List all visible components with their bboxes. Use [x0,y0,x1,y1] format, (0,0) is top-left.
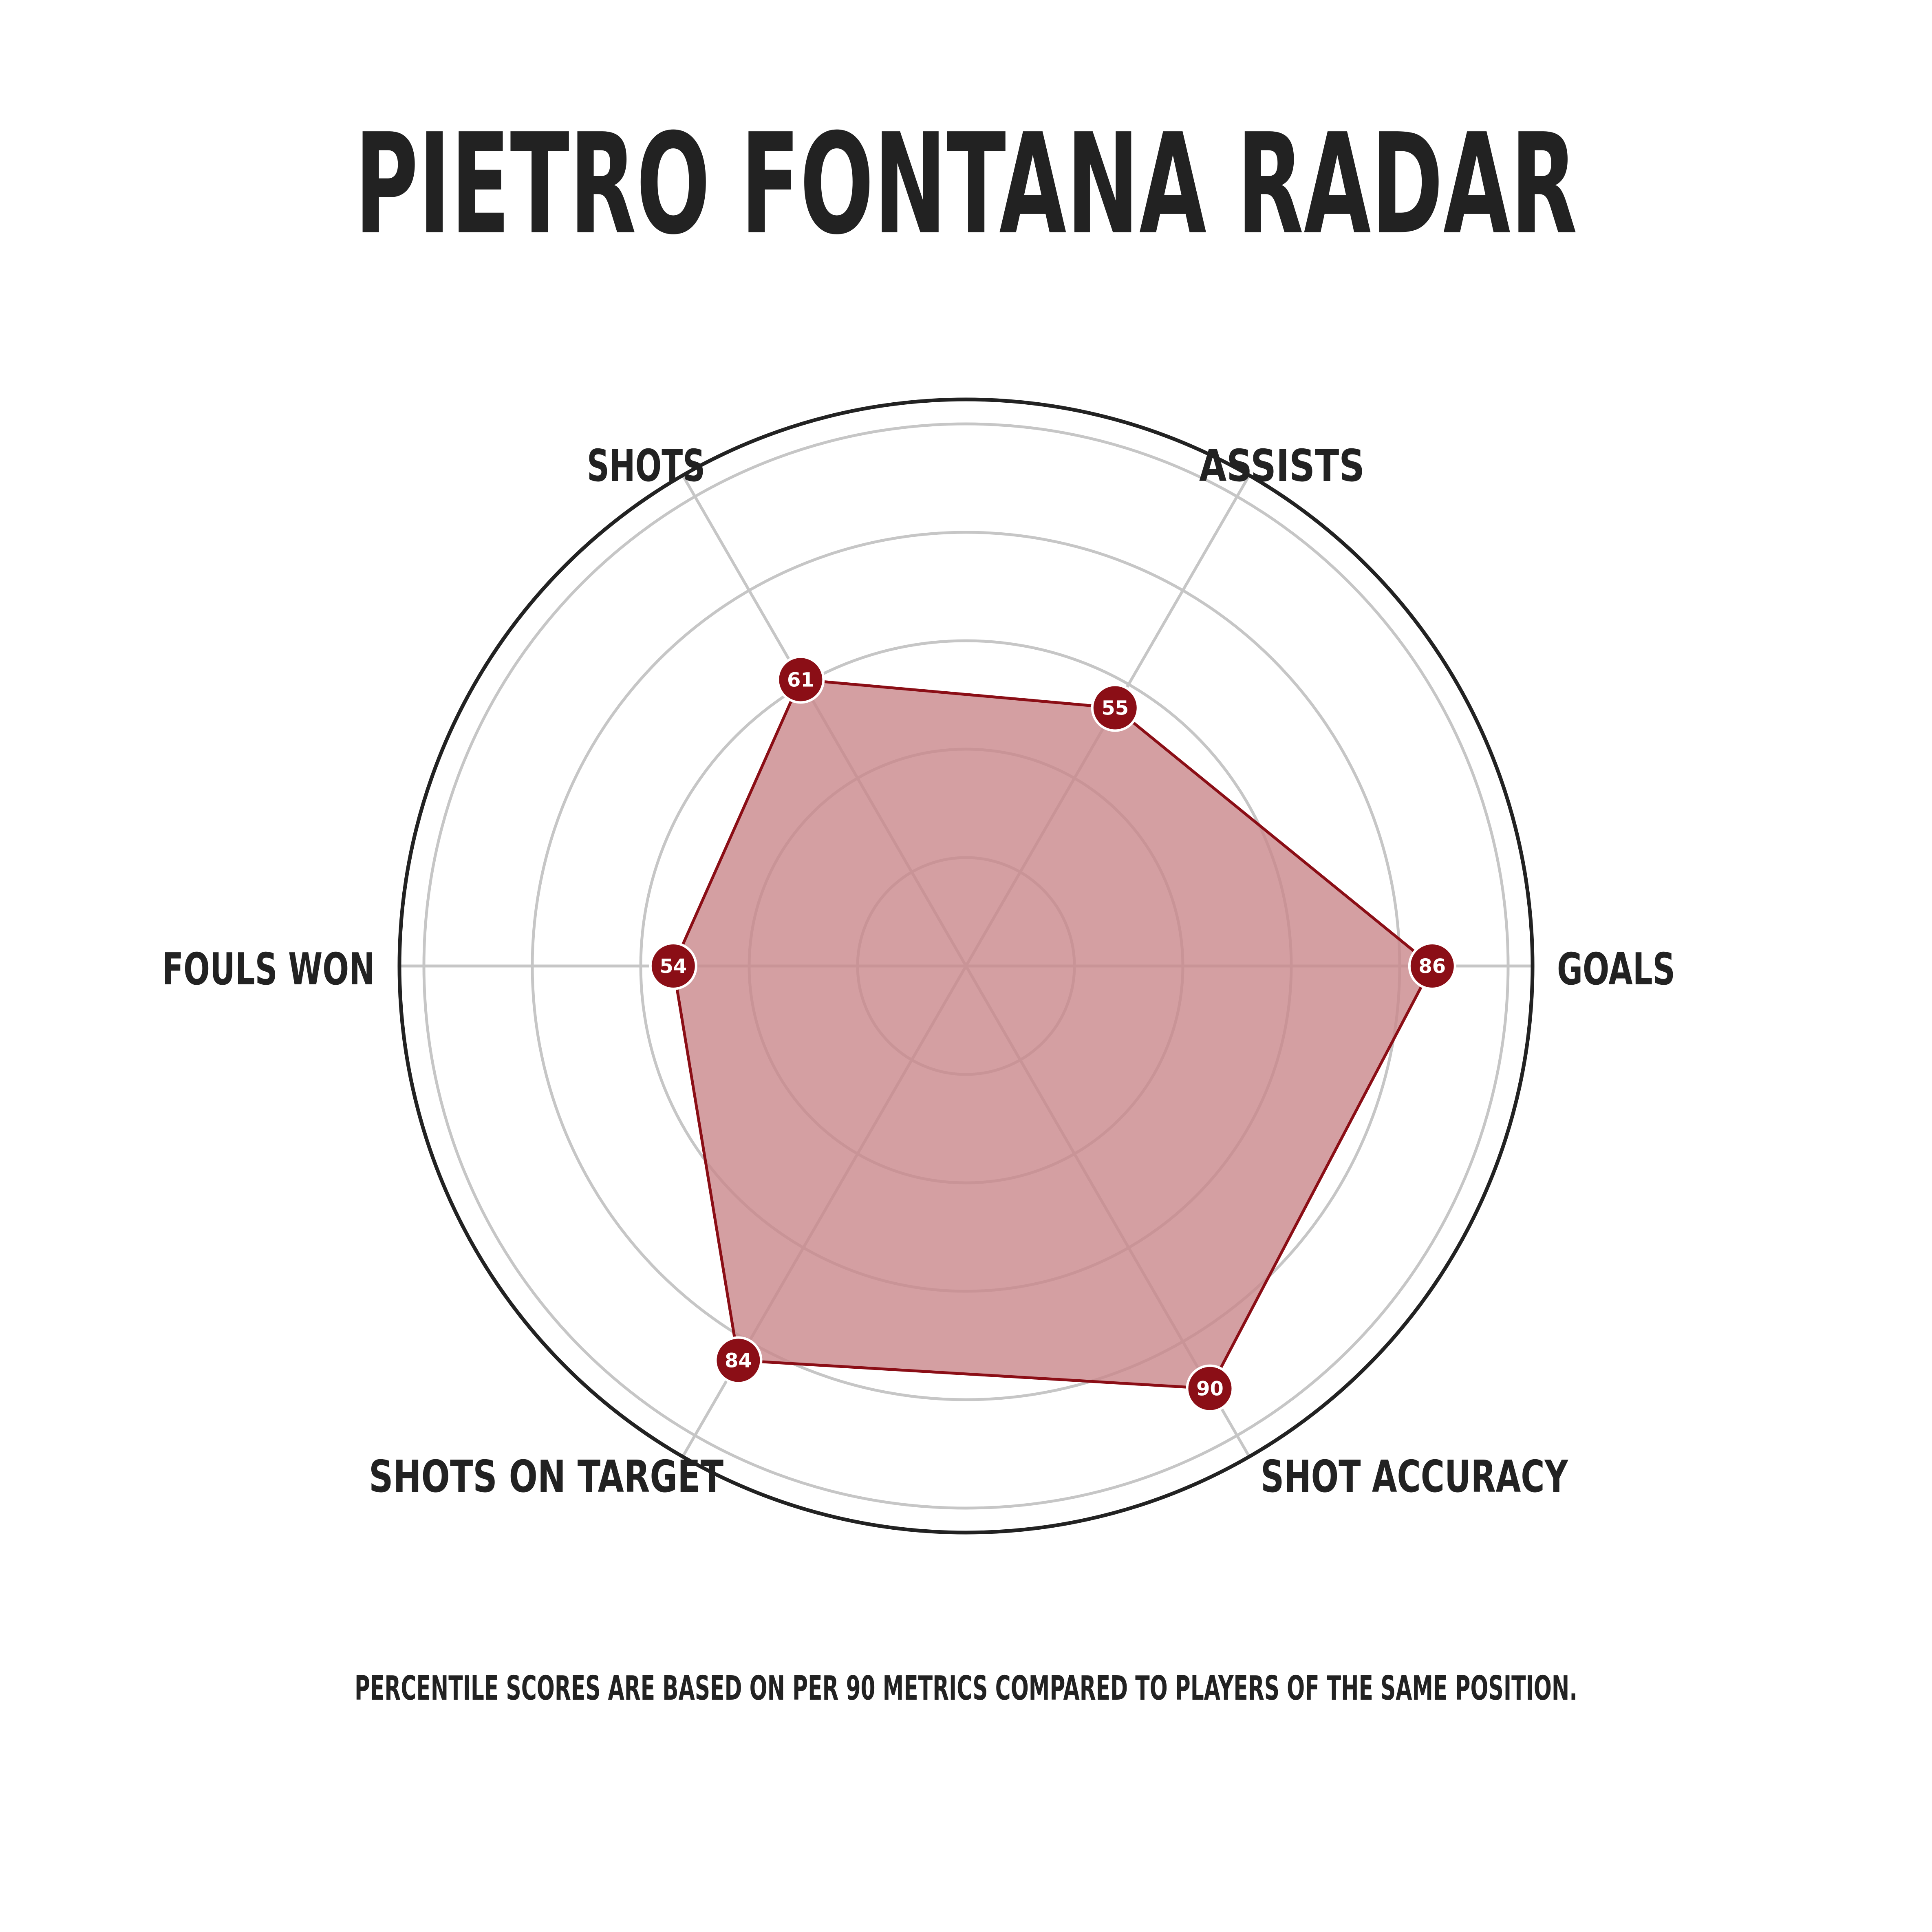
radar-polygon [672,678,1434,1390]
data-value-label: 90 [1196,1378,1224,1400]
data-point-fouls-won: 54 [649,942,697,990]
data-value-label: 61 [787,668,814,691]
chart-footnote: PERCENTILE SCORES ARE BASED ON PER 90 ME… [355,1669,1577,1708]
radar-markers: 86 55 61 54 84 90 [649,655,1456,1413]
radar-area [672,678,1434,1390]
axis-label-fouls-won: FOULS WON [162,944,375,995]
data-point-goals: 86 [1408,942,1456,990]
axis-label-shots: SHOTS [587,441,705,492]
data-point-shot-accuracy: 90 [1186,1364,1234,1413]
data-value-label: 86 [1418,955,1446,978]
data-point-assists: 55 [1091,684,1139,732]
axis-label-shot-accuracy: SHOT ACCURACY [1261,1451,1568,1502]
data-marker [1186,1364,1234,1413]
data-value-label: 54 [659,955,687,978]
data-value-label: 55 [1101,697,1129,720]
data-point-shots: 61 [776,655,825,704]
data-marker [1408,942,1456,990]
axis-labels: GOALS ASSISTS SHOTS FOULS WON SHOTS ON TARGE… [162,441,1675,1502]
outer-ring [397,397,1535,1535]
axis-label-shots-on-target: SHOTS ON TARGET [369,1451,723,1502]
data-value-label: 84 [725,1350,752,1372]
axis-label-goals: GOALS [1557,944,1675,995]
data-marker [714,1336,763,1385]
chart-title: PIETRO FONTANA RADAR [355,104,1577,265]
data-marker [1091,684,1139,732]
data-marker [649,942,697,990]
data-marker [776,655,825,704]
axis-label-assists: ASSISTS [1199,441,1365,492]
data-point-shots-on-target: 84 [714,1336,763,1385]
